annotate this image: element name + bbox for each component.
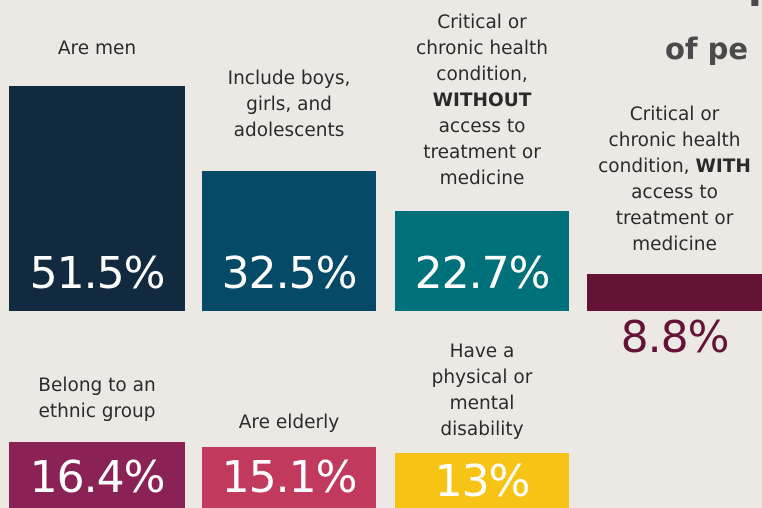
category-label-belong-to-an-ethnic-group: Belong to an ethnic group [38,375,156,422]
category-label-critical-or-chronic-health-condition-wit: Critical or chronic health condition, WI… [598,104,751,255]
value-label-are-elderly: 15.1% [221,452,358,503]
title-fragment: l [748,0,762,16]
bar-have-a-physical-or-mental-disability [395,453,569,508]
value-label-critical-or-chronic-health-condition-wit: 22.7% [414,248,551,299]
value-label-are-men: 51.5% [29,248,166,299]
category-label-include-boys-girls-and-adolescents: Include boys, girls, and adolescents [227,68,351,141]
bar-critical-or-chronic-health-condition-wit [395,211,569,311]
category-label-critical-or-chronic-health-condition-wit: Critical or chronic health condition, WI… [416,12,548,189]
value-label-belong-to-an-ethnic-group: 16.4% [29,452,166,503]
category-label-are-men: Are men [57,38,137,59]
bar-belong-to-an-ethnic-group [9,442,185,508]
value-label-critical-or-chronic-health-condition-wit: 8.8% [620,312,730,363]
bar-are-men [9,86,185,311]
subtitle-fragment: of pe [665,32,749,66]
value-label-include-boys-girls-and-adolescents: 32.5% [221,248,358,299]
bar-critical-or-chronic-health-condition-wit [587,274,762,311]
category-label-have-a-physical-or-mental-disability: Have a physical or mental disability [431,341,533,440]
category-label-are-elderly: Are elderly [238,412,340,433]
bar-are-elderly [202,447,376,508]
value-label-have-a-physical-or-mental-disability: 13% [434,456,531,507]
bar-include-boys-girls-and-adolescents [202,171,376,311]
